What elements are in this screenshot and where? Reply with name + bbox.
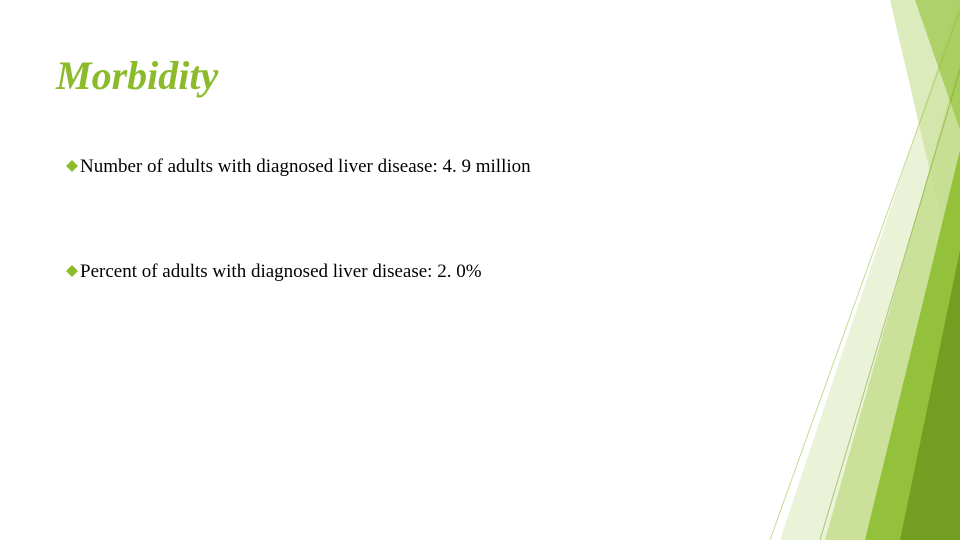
bullet-text: Number of adults with diagnosed liver di…: [80, 155, 531, 180]
bullet-list: Number of adults with diagnosed liver di…: [66, 155, 766, 364]
bullet-text: Percent of adults with diagnosed liver d…: [80, 260, 482, 285]
slide-title: Morbidity: [56, 52, 218, 99]
list-item: Percent of adults with diagnosed liver d…: [66, 260, 766, 285]
slide: Morbidity Number of adults with diagnose…: [0, 0, 960, 540]
list-item: Number of adults with diagnosed liver di…: [66, 155, 766, 180]
